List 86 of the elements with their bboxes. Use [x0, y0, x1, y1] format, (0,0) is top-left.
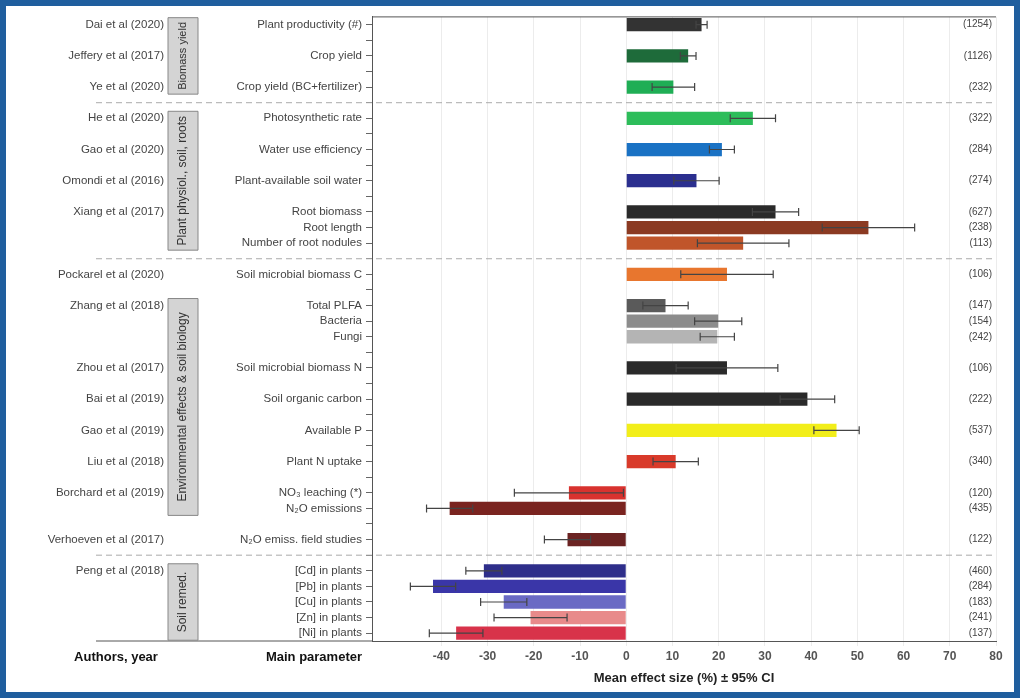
annotation: (537)	[968, 424, 992, 436]
text: Biomass yield	[176, 21, 189, 90]
x-tick-label: -20	[525, 648, 543, 663]
y-tick-label: Number of root nodules	[241, 236, 363, 249]
annotation: (222)	[968, 392, 992, 404]
y-tick-label: Water use efficiency	[259, 142, 363, 155]
annotation: (241)	[968, 611, 992, 623]
text: Main parameter	[265, 648, 362, 664]
y-tick-label: Root length	[303, 220, 362, 233]
y-tick-label: Plant-available soil water	[234, 173, 363, 186]
x-tick-label: 80	[989, 648, 1003, 663]
x-tick-label: 30	[758, 648, 772, 663]
annotation: (238)	[968, 221, 992, 233]
annotation: (284)	[968, 580, 992, 592]
annotation: (435)	[968, 502, 992, 514]
y-tick-label: Soil microbial biomass N	[236, 361, 362, 374]
y-tick-label: [Pb] in plants	[295, 579, 363, 592]
annotation: (122)	[968, 533, 992, 545]
annotation: (627)	[968, 205, 992, 217]
annotation: (113)	[969, 236, 992, 248]
text: Plant physiol., soil, roots	[175, 116, 190, 246]
text: Gao et al (2020)	[80, 142, 165, 155]
text: Bai et al (2019)	[86, 392, 165, 405]
text: Omondi et al (2016)	[62, 173, 165, 186]
y-tick-label: Available P	[304, 423, 363, 436]
annotation: (1126)	[963, 49, 992, 61]
annotation: (232)	[968, 80, 992, 92]
x-tick-label: 0	[622, 648, 630, 663]
text: Verhoeven et al (2017)	[47, 532, 165, 545]
text: Ye et al (2020)	[89, 80, 165, 93]
text: Soil remed.	[175, 571, 190, 633]
text: Peng et al (2018)	[75, 563, 165, 576]
x-tick-label: 40	[804, 648, 819, 663]
annotation: (106)	[968, 268, 992, 280]
annotation: (322)	[968, 112, 992, 124]
text: Zhang et al (2018)	[70, 298, 165, 311]
y-tick-label: [Cu] in plants	[294, 595, 363, 608]
x-tick-label: 10	[665, 648, 680, 663]
y-tick-label: Crop yield	[310, 49, 362, 62]
y-tick-label: [Ni] in plants	[298, 626, 363, 639]
text: Xiang et al (2017)	[73, 205, 165, 218]
annotation: (340)	[968, 455, 992, 467]
y-tick-label: Soil microbial biomass C	[236, 267, 362, 280]
text: Liu et al (2018)	[87, 454, 165, 467]
y-tick-label: [Zn] in plants	[296, 610, 363, 623]
annotation: (284)	[968, 143, 992, 155]
text: Authors, year	[74, 648, 158, 664]
x-tick-label: 20	[711, 648, 726, 663]
text: Pockarel et al (2020)	[57, 267, 165, 280]
y-tick-label: Soil organic carbon	[263, 392, 362, 405]
y-tick-label: N₂O emiss. field studies	[239, 532, 363, 545]
y-tick-label: Root biomass	[291, 205, 363, 218]
text: Jeffery et al (2017)	[68, 49, 165, 62]
y-tick-label: Total PLFA	[306, 298, 363, 311]
y-tick-label: Plant productivity (#)	[257, 17, 363, 30]
y-tick-label: Bacteria	[319, 314, 363, 327]
annotation: (147)	[968, 299, 992, 311]
y-tick-label: [Cd] in plants	[294, 563, 363, 576]
x-tick-label: -40	[432, 648, 451, 663]
annotation: (120)	[968, 486, 992, 498]
text: Borchard et al (2019)	[55, 485, 165, 498]
x-tick-label: 70	[943, 648, 957, 663]
text: Gao et al (2019)	[80, 423, 165, 436]
annotation: (242)	[968, 330, 992, 342]
y-tick-label: Plant N uptake	[286, 454, 362, 467]
text: Environmental effects & soil biology	[175, 312, 190, 502]
text: He et al (2020)	[87, 111, 165, 124]
annotation: (274)	[968, 174, 992, 186]
annotation: (106)	[968, 361, 992, 373]
annotation: (460)	[968, 564, 992, 576]
text: Zhou et al (2017)	[76, 361, 165, 374]
annotation: (137)	[968, 626, 992, 638]
text: Dai et al (2020)	[85, 17, 165, 30]
x-axis-title: Mean effect size (%) ± 95% CI	[593, 669, 775, 685]
y-tick-label: Fungi	[333, 329, 362, 342]
x-tick-label: -10	[571, 648, 589, 663]
y-tick-label: N₂O emissions	[285, 501, 363, 514]
y-tick-label: Crop yield (BC+fertilizer)	[236, 80, 363, 93]
y-tick-label: NO₃ leaching (*)	[278, 485, 363, 498]
x-tick-label: 60	[896, 648, 911, 663]
annotation: (154)	[968, 314, 992, 326]
annotation: (183)	[968, 595, 992, 607]
annotation: (1254)	[963, 18, 992, 30]
x-tick-label: 50	[850, 648, 865, 663]
x-tick-label: -30	[478, 648, 497, 663]
y-tick-label: Photosynthetic rate	[263, 111, 362, 124]
